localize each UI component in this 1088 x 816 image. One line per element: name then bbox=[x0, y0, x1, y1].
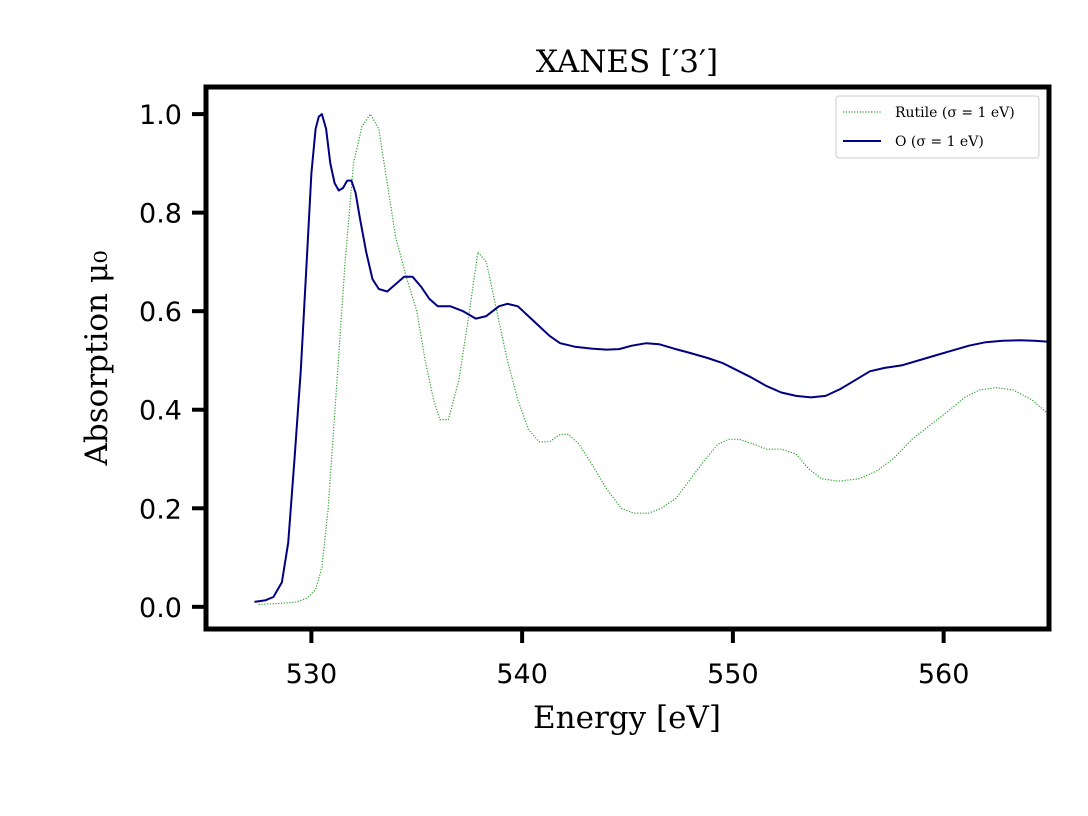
x-tick-label: 530 bbox=[286, 659, 338, 690]
y-tick-label: 0.0 bbox=[139, 593, 182, 624]
legend: Rutile (σ = 1 eV) O (σ = 1 eV) bbox=[835, 95, 1040, 159]
y-tick-label: 1.0 bbox=[139, 100, 182, 131]
y-tick-label: 0.2 bbox=[139, 494, 182, 525]
y-tick-label: 0.4 bbox=[139, 396, 182, 427]
x-axis: 530 540 550 560 bbox=[286, 629, 970, 690]
legend-entry-label: Rutile (σ = 1 eV) bbox=[895, 105, 1015, 121]
y-tick-label: 0.6 bbox=[139, 297, 182, 328]
x-tick-label: 550 bbox=[707, 659, 759, 690]
legend-box bbox=[835, 95, 1040, 159]
x-tick-label: 540 bbox=[496, 659, 548, 690]
y-tick-label: 0.8 bbox=[139, 199, 182, 230]
x-tick-label: 560 bbox=[918, 659, 970, 690]
series-line-rutile bbox=[258, 113, 1049, 605]
series-line-o bbox=[254, 113, 1049, 603]
plot-frame bbox=[203, 84, 1052, 632]
chart-title: XANES [′3′] bbox=[536, 44, 718, 80]
plot-area bbox=[254, 113, 1049, 605]
y-axis: 0.0 0.2 0.4 0.6 0.8 1.0 bbox=[139, 100, 206, 624]
legend-entry-label: O (σ = 1 eV) bbox=[895, 134, 984, 150]
x-axis-label: Energy [eV] bbox=[533, 700, 721, 736]
y-axis-label: Absorption μ₀ bbox=[79, 251, 115, 467]
